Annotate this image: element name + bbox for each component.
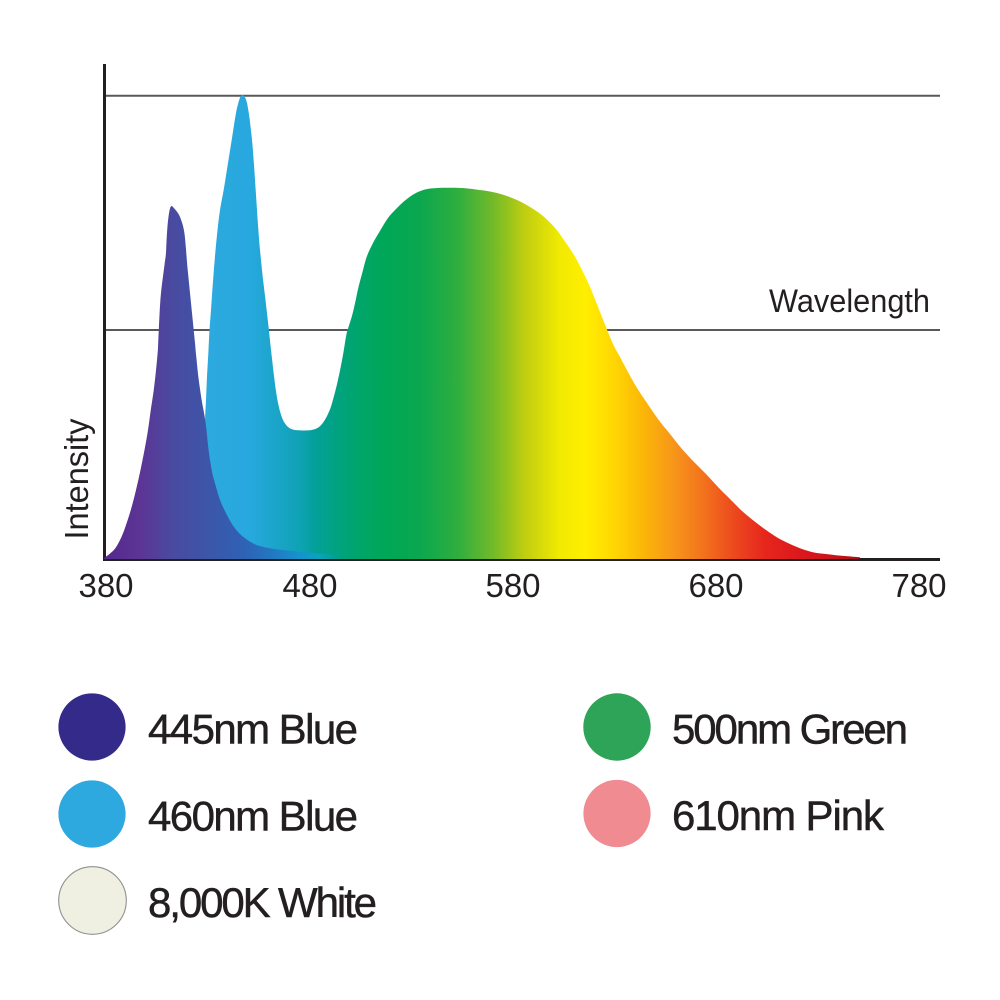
svg-text:460nm Blue: 460nm Blue xyxy=(148,792,358,839)
svg-text:Wavelength: Wavelength xyxy=(769,283,930,319)
svg-text:Intensity: Intensity xyxy=(59,418,96,539)
svg-text:680: 680 xyxy=(688,567,743,604)
svg-text:480: 480 xyxy=(282,567,337,604)
svg-text:445nm Blue: 445nm Blue xyxy=(148,706,358,753)
svg-text:500nm Green: 500nm Green xyxy=(672,706,908,753)
svg-text:610nm Pink: 610nm Pink xyxy=(672,792,885,839)
svg-text:780: 780 xyxy=(891,567,946,604)
svg-text:380: 380 xyxy=(78,567,133,604)
svg-text:580: 580 xyxy=(485,567,540,604)
svg-text:8,000K White: 8,000K White xyxy=(148,879,377,926)
